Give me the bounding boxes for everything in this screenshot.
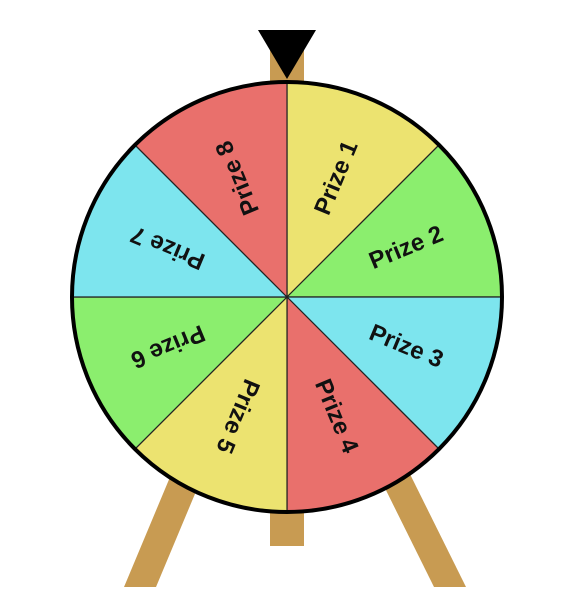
wheel-pointer-icon: [258, 30, 316, 79]
stand-right-leg: [370, 458, 466, 587]
wheel-segments: [71, 81, 503, 513]
wheel-rim: [70, 80, 504, 514]
